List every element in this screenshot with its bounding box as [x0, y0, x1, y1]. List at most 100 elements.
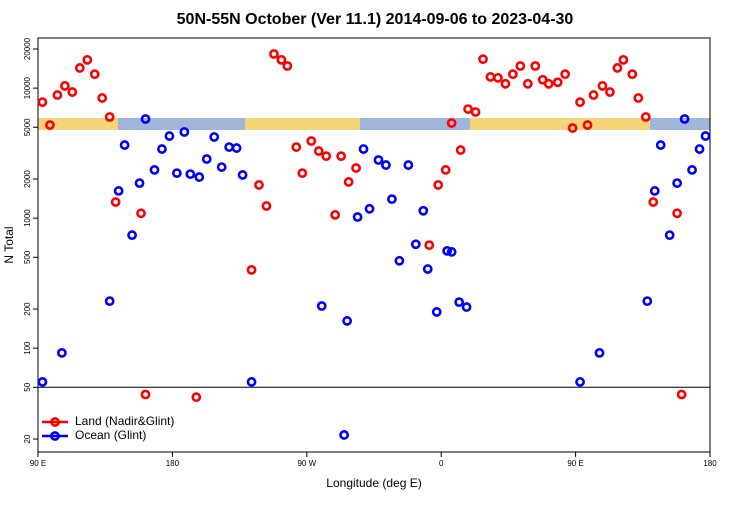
point — [655, 140, 666, 150]
y-tick-label: 10000 — [23, 76, 32, 99]
point — [648, 197, 659, 207]
point — [185, 169, 196, 180]
point — [522, 78, 533, 89]
point — [679, 114, 690, 124]
point — [694, 144, 705, 154]
point — [485, 72, 496, 82]
point — [97, 93, 108, 103]
point — [191, 392, 202, 403]
point — [515, 61, 526, 71]
point — [560, 69, 571, 80]
point — [136, 208, 146, 219]
point — [530, 61, 541, 71]
point — [179, 127, 190, 137]
point — [500, 78, 511, 89]
x-tick-label: 90 E — [567, 459, 583, 468]
point — [575, 97, 585, 108]
surface-band — [38, 118, 710, 130]
point — [455, 145, 466, 155]
y-tick-label: 20 — [23, 434, 32, 443]
point — [364, 203, 375, 214]
point — [110, 197, 121, 207]
y-tick-label: 2000 — [23, 170, 32, 188]
point — [37, 377, 48, 387]
y-tick-label: 50 — [23, 382, 32, 391]
point — [56, 347, 67, 358]
point — [454, 297, 465, 308]
point — [237, 170, 248, 180]
point — [588, 90, 599, 100]
point — [74, 63, 85, 73]
y-tick-label: 1000 — [23, 209, 32, 227]
point — [194, 172, 205, 182]
point — [246, 264, 257, 275]
point — [612, 63, 623, 73]
point — [394, 255, 405, 266]
chart-title: 50N-55N October (Ver 11.1) 2014-09-06 to… — [177, 11, 574, 28]
point — [358, 144, 369, 154]
point — [216, 162, 227, 172]
point — [342, 316, 353, 326]
point — [478, 54, 488, 65]
point — [330, 209, 341, 220]
point — [687, 165, 697, 175]
point — [446, 118, 457, 128]
point — [297, 168, 308, 179]
y-tick-label: 100 — [23, 341, 32, 355]
y-tick-label: 200 — [23, 302, 32, 316]
point — [67, 87, 78, 97]
point — [45, 120, 55, 130]
plot-frame — [37, 37, 711, 453]
point — [442, 245, 453, 256]
point — [552, 77, 563, 88]
point — [664, 230, 675, 241]
point — [321, 151, 332, 162]
point — [82, 54, 93, 65]
point — [605, 87, 615, 97]
point — [127, 230, 137, 241]
point — [254, 180, 264, 190]
point — [52, 90, 63, 100]
y-tick-label: 20000 — [23, 37, 32, 60]
x-tick-label: 180 — [166, 459, 180, 468]
point — [700, 131, 711, 141]
point — [493, 72, 503, 83]
point — [418, 205, 429, 216]
point — [269, 49, 279, 59]
point — [422, 264, 433, 274]
point — [642, 296, 653, 307]
point — [336, 151, 347, 162]
point — [433, 180, 444, 190]
point — [224, 142, 235, 152]
point — [201, 154, 212, 164]
point — [440, 165, 451, 175]
point — [594, 347, 605, 358]
point — [261, 201, 272, 211]
point — [246, 377, 257, 387]
point — [410, 239, 421, 250]
point — [134, 178, 145, 189]
point — [149, 165, 160, 175]
point — [339, 430, 350, 440]
point — [582, 120, 593, 130]
point — [470, 107, 481, 117]
point — [446, 247, 457, 257]
point — [431, 307, 442, 317]
x-tick-label: 0 — [439, 459, 444, 468]
point — [351, 163, 361, 173]
point — [381, 160, 391, 170]
point — [140, 389, 151, 400]
point — [113, 186, 124, 196]
legend-marker — [50, 417, 60, 427]
legend-label: Ocean (Glint) — [75, 428, 146, 442]
y-tick-label: 5000 — [23, 118, 32, 136]
point — [306, 136, 317, 146]
point — [282, 61, 293, 71]
point — [59, 81, 70, 91]
x-tick-label: 180 — [703, 459, 717, 468]
point — [403, 160, 414, 170]
point — [276, 54, 287, 65]
point — [463, 104, 473, 114]
point — [507, 69, 518, 80]
